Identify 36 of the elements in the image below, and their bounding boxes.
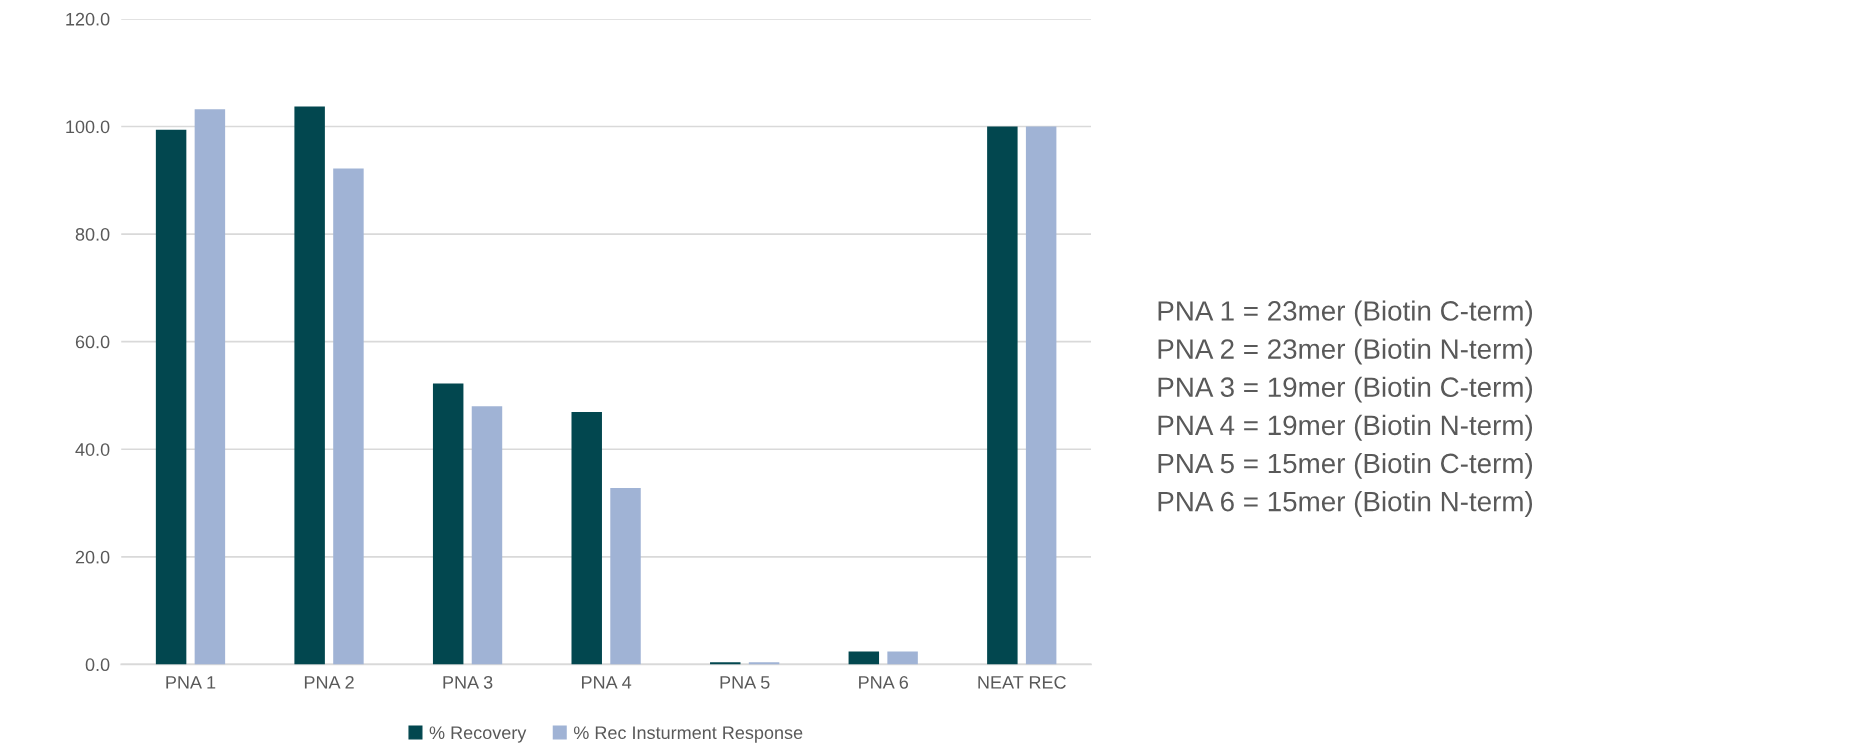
bar bbox=[294, 106, 325, 665]
x-tick-label: PNA 4 bbox=[582, 676, 632, 689]
y-tick-label: 120.0 bbox=[66, 12, 110, 26]
text: PNA 5 = 15mer (Biotin C-term) bbox=[1158, 452, 1533, 479]
x-tick-label: NEAT REC bbox=[978, 675, 1066, 689]
x-tick-label: PNA 6 bbox=[859, 675, 909, 689]
text: PNA 3 = 19mer (Biotin C-term) bbox=[1158, 376, 1533, 403]
bar bbox=[1025, 126, 1057, 665]
bar bbox=[471, 406, 503, 665]
text: PNA 1 = 23mer (Biotin C-term) bbox=[1158, 300, 1533, 327]
bar bbox=[987, 126, 1018, 665]
y-tick-label: 80.0 bbox=[75, 227, 110, 241]
y-tick-label: 40.0 bbox=[75, 443, 110, 456]
x-tick-label: PNA 2 bbox=[304, 675, 354, 689]
bar bbox=[710, 662, 741, 665]
text: PNA 6 = 15mer (Biotin N-term) bbox=[1158, 491, 1533, 517]
y-tick-label: 60.0 bbox=[75, 335, 110, 349]
bar bbox=[432, 383, 464, 665]
bar bbox=[571, 412, 602, 665]
legend-label: % Rec Insturment Response bbox=[573, 726, 803, 743]
text: PNA 2 = 23mer (Biotin N-term) bbox=[1158, 338, 1533, 365]
bar bbox=[848, 651, 880, 665]
bar bbox=[333, 168, 364, 665]
y-tick-label: 100.0 bbox=[66, 120, 110, 134]
bar bbox=[610, 487, 641, 665]
legend-label: % Recovery bbox=[429, 726, 527, 743]
text: PNA 4 = 19mer (Biotin N-term) bbox=[1158, 414, 1533, 441]
x-tick-label: PNA 3 bbox=[443, 675, 493, 689]
y-tick-label: 20.0 bbox=[75, 550, 110, 564]
bar bbox=[887, 651, 918, 665]
bar bbox=[194, 109, 226, 665]
y-tick-label: 0.0 bbox=[85, 658, 110, 672]
bar bbox=[748, 662, 780, 665]
bar bbox=[155, 129, 187, 665]
x-tick-label: PNA 1 bbox=[166, 676, 216, 689]
x-tick-label: PNA 5 bbox=[720, 676, 770, 689]
